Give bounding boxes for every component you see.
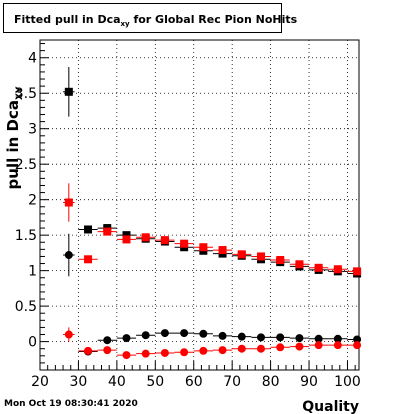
data-point-square xyxy=(84,225,93,234)
y-tick-label: 2 xyxy=(28,193,37,209)
data-point-circle xyxy=(199,329,208,338)
axis-layer: 20 30 40 50 60 70 80 90 100 0 0.5 1 1.5 2 2.5 3 3.5 4 xyxy=(15,43,361,390)
data-point-circle xyxy=(276,333,285,342)
data-point-circle xyxy=(122,334,131,343)
data-point-circle xyxy=(103,336,112,345)
y-tick-label: 0.5 xyxy=(15,299,37,315)
x-tick-label: 80 xyxy=(262,374,280,390)
data-point-circle xyxy=(160,348,169,357)
data-point-square xyxy=(160,236,169,245)
y-tick-label: 1.5 xyxy=(15,228,37,244)
data-point-square xyxy=(103,227,112,236)
data-point-square xyxy=(276,256,285,264)
data-point-circle xyxy=(122,351,131,360)
data-point-circle xyxy=(314,334,323,343)
y-tick-label: 0 xyxy=(28,335,37,351)
plot-frame xyxy=(39,39,360,371)
data-point-circle xyxy=(353,335,362,344)
x-tick-label: 90 xyxy=(300,374,318,390)
data-point-circle xyxy=(353,341,362,350)
data-point-circle xyxy=(180,348,189,357)
x-axis-label: Quality xyxy=(302,399,359,414)
y-tick-label: 1 xyxy=(28,264,37,280)
data-point-circle xyxy=(314,341,323,350)
chart-title: Fitted pull in Dcaxy for Global Rec Pion… xyxy=(14,13,297,28)
series-0 xyxy=(63,66,362,278)
data-point-circle xyxy=(256,333,265,342)
data-point-square xyxy=(122,235,131,244)
x-tick-label: 50 xyxy=(146,374,164,390)
chart-title-subscript: xy xyxy=(120,20,130,29)
data-point-circle xyxy=(256,344,265,353)
data-point-circle xyxy=(64,251,73,260)
chart-title-suffix: for Global Rec Pion NoHits xyxy=(129,13,298,26)
x-tick-label: 30 xyxy=(70,374,88,390)
x-tick-label: 20 xyxy=(31,374,49,390)
y-tick-label: 4 xyxy=(28,51,37,67)
data-point-square xyxy=(122,231,131,240)
y-tick-label: 3.5 xyxy=(15,86,37,102)
data-point-square xyxy=(295,260,304,269)
data-point-circle xyxy=(141,331,150,340)
x-tick-label: 60 xyxy=(185,374,203,390)
data-point-square xyxy=(141,233,150,242)
series-3 xyxy=(63,327,362,360)
data-point-square xyxy=(218,246,227,255)
data-point-circle xyxy=(218,346,227,355)
data-point-circle xyxy=(84,346,93,355)
data-point-circle xyxy=(64,330,73,339)
data-point-circle xyxy=(141,349,150,358)
chart-title-main: Fitted pull in Dca xyxy=(14,13,121,26)
data-point-circle xyxy=(333,341,342,350)
data-point-circle xyxy=(218,331,227,340)
series-1 xyxy=(63,183,362,276)
data-point-circle xyxy=(333,334,342,343)
data-point-circle xyxy=(237,344,246,353)
x-tick-label: 100 xyxy=(334,374,361,390)
frame-layer xyxy=(39,39,360,371)
data-point-square xyxy=(237,250,246,259)
data-point-square xyxy=(353,267,362,276)
y-axis-label-subscript: XY xyxy=(15,86,25,100)
data-point-square xyxy=(314,263,323,272)
data-point-circle xyxy=(295,342,304,351)
data-point-square xyxy=(180,239,189,248)
y-axis-label-main: pull in Dca xyxy=(4,100,22,189)
data-point-square xyxy=(256,252,265,261)
data-point-circle xyxy=(295,334,304,343)
y-axis-label: pull in DcaXY xyxy=(4,86,25,189)
y-tick-label: 3 xyxy=(28,122,37,138)
data-point-square xyxy=(84,255,93,264)
data-point-circle xyxy=(160,329,169,338)
series-2 xyxy=(63,233,362,356)
data-point-square xyxy=(199,243,208,252)
data-point-circle xyxy=(237,332,246,341)
grid-layer xyxy=(40,40,359,370)
data-point-circle xyxy=(199,346,208,355)
x-tick-label: 40 xyxy=(108,374,126,390)
data-point-square xyxy=(64,87,73,96)
y-tick-label: 2.5 xyxy=(15,157,37,173)
footer-timestamp: Mon Oct 19 08:30:41 2020 xyxy=(4,399,138,409)
data-point-circle xyxy=(180,329,189,338)
data-point-square xyxy=(64,198,73,207)
marks-layer xyxy=(63,66,362,360)
data-point-circle xyxy=(276,343,285,352)
data-point-square xyxy=(333,265,342,274)
x-tick-label: 70 xyxy=(223,374,241,390)
title-box: Fitted pull in Dcaxy for Global Rec Pion… xyxy=(3,3,297,33)
data-point-circle xyxy=(103,346,112,355)
